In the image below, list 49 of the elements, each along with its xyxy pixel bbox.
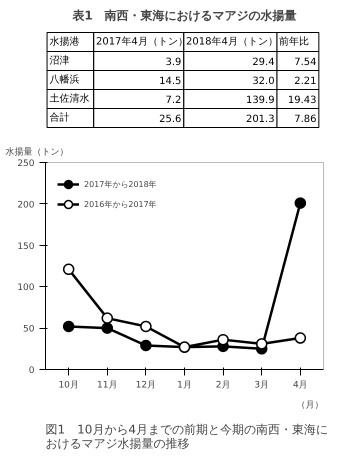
category-label: 八幡浜 — [49, 74, 80, 86]
y-tick-label: 200 — [17, 200, 35, 210]
text: 201.3 — [246, 114, 275, 125]
text: 2.21 — [294, 76, 317, 87]
point — [62, 264, 74, 276]
point — [294, 197, 306, 209]
point — [217, 334, 229, 346]
text: 3.9 — [165, 57, 182, 68]
text: 7.86 — [294, 114, 317, 125]
point — [102, 312, 114, 324]
legend-label: 2017年から2018年 — [84, 178, 157, 190]
point — [140, 340, 152, 352]
x-tick-label: 12月 — [136, 380, 156, 390]
x-axis-title: （月） — [296, 400, 324, 410]
x-tick-label: 11月 — [97, 380, 118, 390]
legend-label: 2016年から2017年 — [84, 198, 157, 210]
text: 14.5 — [159, 76, 182, 87]
text: 図1 10月から4月までの前期と今期の南西・東海におけるマアジ水揚量の推移 — [46, 422, 328, 450]
category-label: 2017年4月（トン） — [96, 36, 188, 48]
category-label: 前年比 — [279, 36, 310, 48]
point — [62, 320, 74, 332]
y-tick-label: 100 — [17, 283, 35, 294]
point — [102, 322, 114, 334]
text: 19.43 — [288, 95, 317, 106]
point — [140, 320, 152, 332]
y-tick-label: 250 — [17, 159, 35, 169]
text: 7.2 — [165, 95, 182, 106]
category-label: 水揚港 — [49, 36, 80, 48]
y-axis-title: 水揚量（トン） — [6, 146, 68, 158]
text: 139.9 — [246, 95, 275, 106]
category-label: 2018年4月（トン） — [186, 36, 278, 48]
x-tick-label: 3月 — [254, 380, 270, 390]
y-tick-label: 150 — [17, 242, 35, 252]
text: 32.0 — [252, 76, 275, 87]
category-label: 合計 — [49, 112, 70, 124]
text: 表1 南西・東海におけるマアジの水揚量 — [71, 8, 297, 22]
text: 25.6 — [159, 114, 182, 125]
text: 7.54 — [294, 57, 317, 68]
x-tick-label: 2月 — [216, 380, 230, 390]
x-tick-label: 1月 — [177, 380, 192, 390]
category-label: 土佐清水 — [49, 94, 90, 104]
y-tick-label: 0 — [28, 366, 35, 376]
category-label: 沼津 — [49, 56, 70, 66]
point — [256, 338, 268, 350]
x-tick-label: 10月 — [58, 380, 79, 390]
y-tick-label: 50 — [23, 324, 35, 335]
text: 29.4 — [252, 57, 275, 68]
x-tick-label: 4月 — [292, 380, 308, 390]
point — [294, 332, 306, 344]
